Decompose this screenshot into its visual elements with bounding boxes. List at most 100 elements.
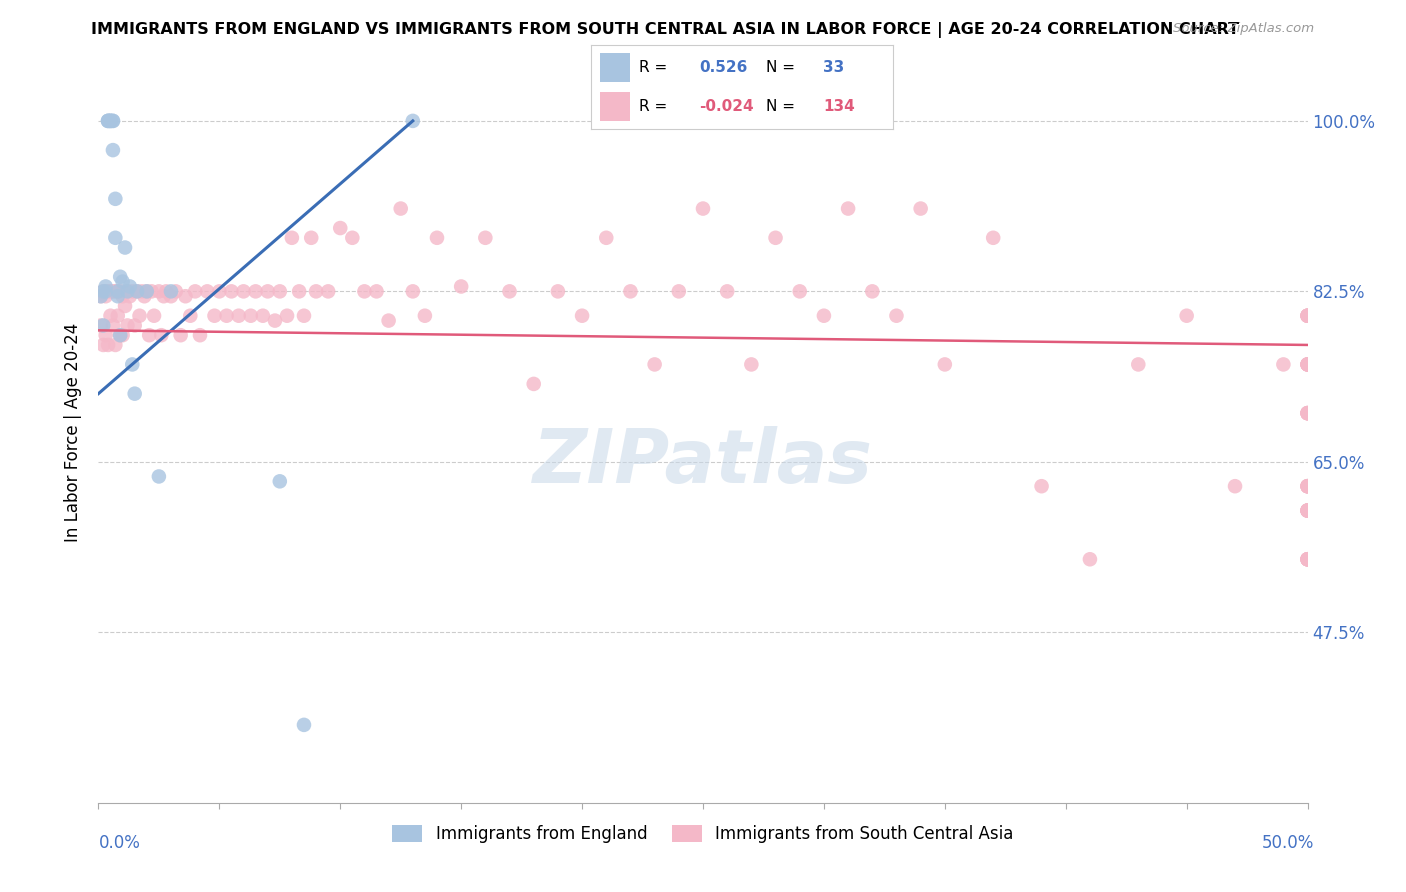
Point bbox=[111, 289, 134, 303]
Point bbox=[141, 285, 163, 299]
Point bbox=[1296, 406, 1319, 420]
Point bbox=[1296, 552, 1319, 566]
Point bbox=[281, 231, 304, 245]
Bar bbox=[599, 54, 630, 82]
Point bbox=[150, 328, 173, 343]
Point bbox=[1296, 406, 1319, 420]
Point bbox=[1296, 406, 1319, 420]
Point bbox=[269, 475, 291, 489]
Point bbox=[114, 299, 136, 313]
Point bbox=[389, 202, 412, 216]
Point bbox=[94, 279, 117, 293]
Point bbox=[91, 285, 114, 299]
Text: 33: 33 bbox=[824, 60, 845, 75]
Point bbox=[91, 318, 114, 333]
Text: 0.0%: 0.0% bbox=[98, 834, 141, 852]
Point bbox=[288, 285, 311, 299]
Point bbox=[121, 285, 143, 299]
Point bbox=[765, 231, 787, 245]
Point bbox=[1296, 503, 1319, 517]
Point bbox=[1296, 503, 1319, 517]
Point bbox=[1296, 309, 1319, 323]
Point bbox=[1272, 358, 1295, 372]
Point bbox=[104, 192, 127, 206]
Point bbox=[292, 309, 315, 323]
Point bbox=[100, 309, 122, 323]
Point bbox=[221, 285, 243, 299]
Point bbox=[108, 269, 131, 284]
Point bbox=[97, 114, 120, 128]
Point bbox=[111, 328, 134, 343]
Text: 0.526: 0.526 bbox=[699, 60, 748, 75]
Point bbox=[100, 114, 122, 128]
Point bbox=[1031, 479, 1053, 493]
Point bbox=[474, 231, 496, 245]
Point bbox=[716, 285, 738, 299]
Point bbox=[107, 285, 129, 299]
Point bbox=[152, 289, 174, 303]
Point bbox=[1296, 552, 1319, 566]
Point bbox=[91, 285, 114, 299]
Point bbox=[195, 285, 218, 299]
Point bbox=[402, 114, 425, 128]
Point bbox=[215, 309, 238, 323]
Point bbox=[1296, 309, 1319, 323]
Legend: Immigrants from England, Immigrants from South Central Asia: Immigrants from England, Immigrants from… bbox=[385, 819, 1021, 850]
Text: N =: N = bbox=[766, 99, 794, 114]
Text: 134: 134 bbox=[824, 99, 855, 114]
Point bbox=[90, 289, 112, 303]
Point bbox=[256, 285, 278, 299]
Point bbox=[124, 386, 146, 401]
Point bbox=[101, 143, 124, 157]
Text: ZIPatlas: ZIPatlas bbox=[533, 425, 873, 499]
Text: R =: R = bbox=[638, 60, 666, 75]
Point bbox=[108, 328, 131, 343]
Point bbox=[1296, 479, 1319, 493]
Text: 50.0%: 50.0% bbox=[1263, 834, 1315, 852]
Point bbox=[232, 285, 254, 299]
Point bbox=[426, 231, 449, 245]
Point bbox=[523, 376, 546, 391]
Point bbox=[101, 114, 124, 128]
Point bbox=[104, 231, 127, 245]
Point bbox=[90, 318, 112, 333]
Point bbox=[1296, 406, 1319, 420]
Point bbox=[329, 221, 352, 235]
Point bbox=[619, 285, 641, 299]
Point bbox=[117, 285, 139, 299]
Point bbox=[179, 309, 201, 323]
Point bbox=[740, 358, 762, 372]
Point bbox=[1296, 358, 1319, 372]
Point bbox=[100, 114, 122, 128]
Point bbox=[107, 309, 129, 323]
Point bbox=[252, 309, 274, 323]
Point bbox=[1296, 358, 1319, 372]
Point bbox=[101, 285, 124, 299]
Text: N =: N = bbox=[766, 60, 794, 75]
Point bbox=[165, 285, 187, 299]
Point bbox=[101, 318, 124, 333]
Text: Source: ZipAtlas.com: Source: ZipAtlas.com bbox=[1174, 22, 1315, 36]
Y-axis label: In Labor Force | Age 20-24: In Labor Force | Age 20-24 bbox=[65, 323, 83, 542]
Point bbox=[860, 285, 883, 299]
Point bbox=[1296, 552, 1319, 566]
Point bbox=[228, 309, 250, 323]
Point bbox=[138, 328, 160, 343]
Point bbox=[910, 202, 932, 216]
Point bbox=[108, 285, 131, 299]
Point bbox=[94, 328, 117, 343]
Point bbox=[100, 285, 122, 299]
Point bbox=[169, 328, 191, 343]
Point bbox=[269, 285, 291, 299]
Point bbox=[118, 279, 141, 293]
Point bbox=[127, 285, 149, 299]
Point bbox=[118, 289, 141, 303]
Point bbox=[91, 338, 114, 352]
Point bbox=[1296, 479, 1319, 493]
Point bbox=[143, 309, 166, 323]
Point bbox=[1296, 309, 1319, 323]
Point bbox=[101, 114, 124, 128]
Point bbox=[886, 309, 908, 323]
Point bbox=[450, 279, 472, 293]
Point bbox=[97, 114, 120, 128]
